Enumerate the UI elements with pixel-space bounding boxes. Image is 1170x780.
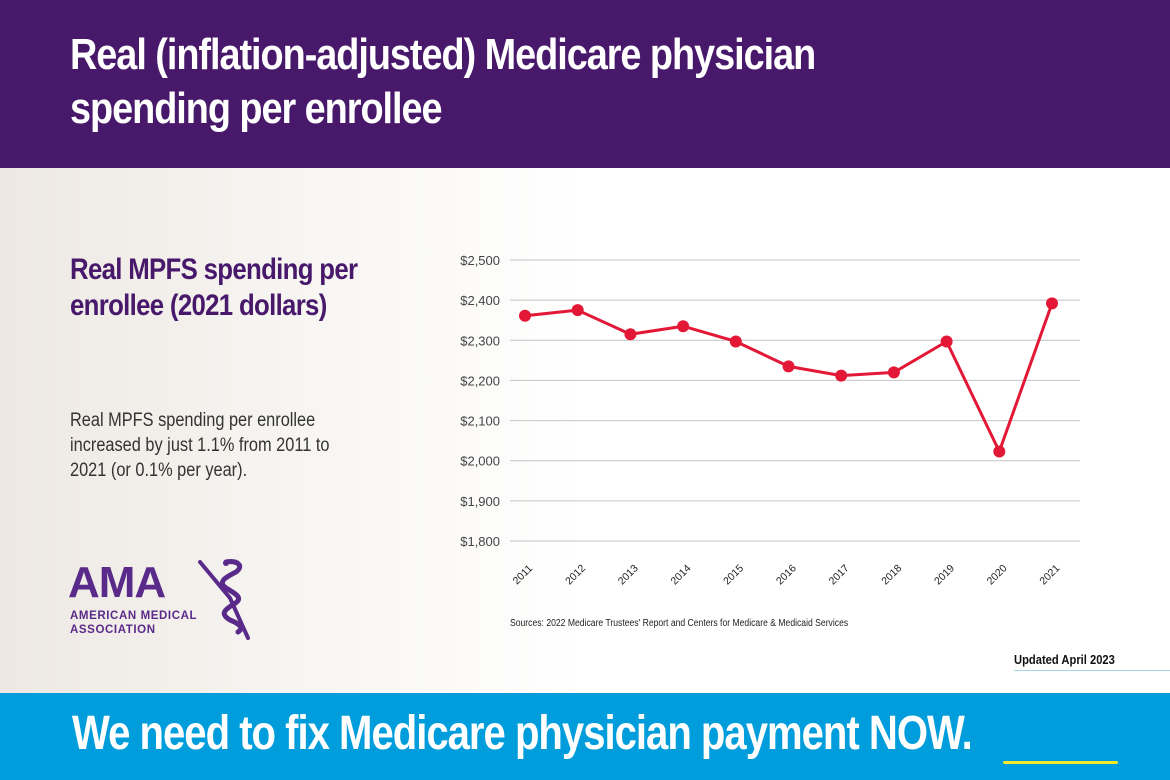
staff-of-asclepius-icon: [198, 559, 250, 640]
call-to-action: We need to fix Medicare physician paymen…: [72, 703, 973, 765]
data-point: [519, 309, 531, 322]
footer-banner: We need to fix Medicare physician paymen…: [0, 693, 1170, 780]
data-point: [624, 328, 637, 341]
updated-divider: [1014, 670, 1170, 671]
data-point: [940, 335, 953, 348]
data-point: [729, 335, 742, 348]
cta-text: We need to fix Medicare physician paymen…: [72, 707, 869, 760]
logo-line-1: AMERICAN MEDICAL: [70, 610, 198, 622]
y-tick-label: $1,800: [460, 534, 500, 549]
x-tick-label: 2016: [774, 562, 799, 587]
data-point: [887, 366, 900, 379]
x-tick-label: 2017: [827, 562, 852, 587]
x-tick-label: 2013: [616, 562, 641, 587]
x-tick-label: 2014: [668, 562, 693, 587]
highlight-underline: [1003, 761, 1118, 764]
y-tick-label: $2,200: [460, 373, 500, 388]
x-tick-label: 2020: [985, 562, 1010, 587]
ama-logo: AMA AMERICAN MEDICAL ASSOCIATION: [68, 558, 268, 648]
updated-date: Updated April 2023: [1014, 652, 1115, 667]
y-tick-label: $2,400: [460, 293, 500, 308]
x-tick-label: 2012: [563, 562, 588, 587]
y-tick-label: $2,500: [460, 253, 500, 268]
sources-note: Sources: 2022 Medicare Trustees' Report …: [510, 618, 849, 629]
y-tick-label: $2,100: [460, 414, 500, 429]
y-tick-label: $1,900: [460, 494, 500, 509]
data-point: [1046, 297, 1058, 310]
data-point: [677, 320, 690, 333]
data-point: [835, 369, 848, 382]
x-tick-label: 2021: [1037, 562, 1062, 587]
cta-period: .: [961, 707, 973, 760]
x-tick-label: 2015: [721, 562, 746, 587]
x-tick-label: 2011: [511, 563, 536, 588]
cta-emphasis: NOW: [868, 707, 963, 760]
main-panel: Real MPFS spending per enrollee (2021 do…: [0, 168, 1170, 693]
chart-subtitle: Real MPFS spending per enrollee (2021 do…: [70, 253, 358, 322]
x-tick-label: 2019: [932, 562, 957, 587]
data-point: [571, 304, 584, 317]
data-point: [782, 360, 795, 373]
logo-line-2: ASSOCIATION: [70, 624, 156, 636]
logo-wordmark: AMA: [68, 558, 166, 607]
header-banner: Real (inflation-adjusted) Medicare physi…: [0, 0, 1170, 168]
chart-description: Real MPFS spending per enrollee increase…: [70, 410, 330, 481]
series-line: [524, 302, 1054, 453]
x-tick-label: 2018: [879, 562, 904, 587]
y-tick-label: $2,300: [460, 333, 500, 348]
page-title: Real (inflation-adjusted) Medicare physi…: [70, 30, 816, 133]
line-chart: $1,800 $1,900 $2,000 $2,100 $2,200 $2,300 $2,4…: [460, 253, 1080, 588]
data-point: [993, 445, 1006, 458]
y-tick-label: $2,000: [460, 454, 500, 469]
